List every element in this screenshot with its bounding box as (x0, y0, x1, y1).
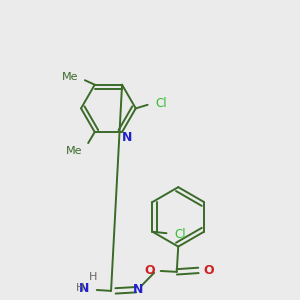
Text: Cl: Cl (174, 228, 185, 241)
Text: N: N (133, 283, 144, 296)
Text: H: H (89, 272, 98, 282)
Text: N: N (122, 131, 132, 144)
Text: O: O (203, 264, 214, 277)
Text: Me: Me (66, 146, 83, 156)
Text: N: N (79, 282, 89, 295)
Text: O: O (145, 265, 155, 278)
Text: Cl: Cl (156, 97, 167, 110)
Text: H: H (76, 283, 84, 293)
Text: Me: Me (62, 72, 78, 82)
